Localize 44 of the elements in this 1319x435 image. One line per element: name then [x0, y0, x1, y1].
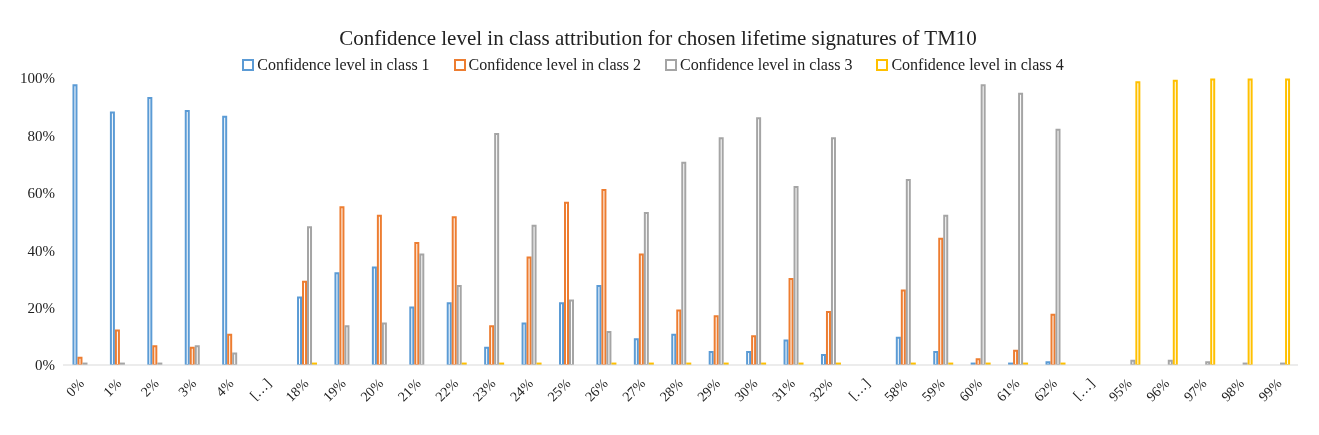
x-tick-label: 61%: [993, 375, 1023, 405]
legend-label: Confidence level in class 1: [256, 56, 430, 74]
x-tick-label: 97%: [1180, 375, 1210, 405]
x-tick-label: 31%: [769, 375, 799, 405]
x-tick-label: 59%: [919, 375, 949, 405]
x-tick-label: 20%: [357, 375, 387, 405]
x-tick-label: 27%: [619, 375, 649, 405]
x-tick-label: […]: [845, 375, 873, 403]
y-tick-label: 0%: [35, 357, 55, 374]
x-tick-label: 60%: [956, 375, 986, 405]
x-tick-label: 0%: [63, 375, 88, 400]
x-tick-label: 58%: [881, 375, 911, 405]
x-tick-label: 30%: [731, 375, 761, 405]
x-tick-label: 26%: [582, 375, 612, 405]
chart-title: Confidence level in class attribution for chosen lifetime signatures of TM10: [338, 25, 978, 52]
x-tick-label: 2%: [138, 375, 163, 400]
x-tick-label: 99%: [1255, 375, 1285, 405]
legend-label: Confidence level in class 3: [679, 56, 853, 74]
x-tick-label: 1%: [100, 375, 125, 400]
x-tick-label: 24%: [507, 375, 537, 405]
x-tick-label: 95%: [1106, 375, 1136, 405]
x-tick-label: 28%: [657, 375, 687, 405]
y-tick-label: 80%: [27, 127, 55, 144]
x-tick-label: 62%: [1031, 375, 1061, 405]
y-tick-label: 20%: [27, 299, 55, 316]
x-tick-label: 19%: [320, 375, 350, 405]
x-tick-label: […]: [247, 375, 275, 403]
y-tick-label: 40%: [27, 242, 55, 259]
legend-label: Confidence level in class 2: [467, 56, 641, 74]
x-tick-label: 4%: [212, 375, 237, 400]
legend-label: Confidence level in class 4: [890, 56, 1064, 74]
x-tick-label: 32%: [806, 375, 836, 405]
y-tick-label: 60%: [27, 185, 55, 202]
x-tick-label: […]: [1070, 375, 1098, 403]
x-tick-label: 96%: [1143, 375, 1173, 405]
x-tick-label: 23%: [469, 375, 499, 405]
x-tick-label: 3%: [175, 375, 200, 400]
x-tick-label: 29%: [694, 375, 724, 405]
x-tick-label: 21%: [395, 375, 425, 405]
x-tick-label: 98%: [1218, 375, 1248, 405]
y-tick-label: 100%: [20, 70, 55, 87]
x-tick-label: 25%: [544, 375, 574, 405]
x-tick-label: 18%: [282, 375, 312, 405]
x-tick-label: 22%: [432, 375, 462, 405]
